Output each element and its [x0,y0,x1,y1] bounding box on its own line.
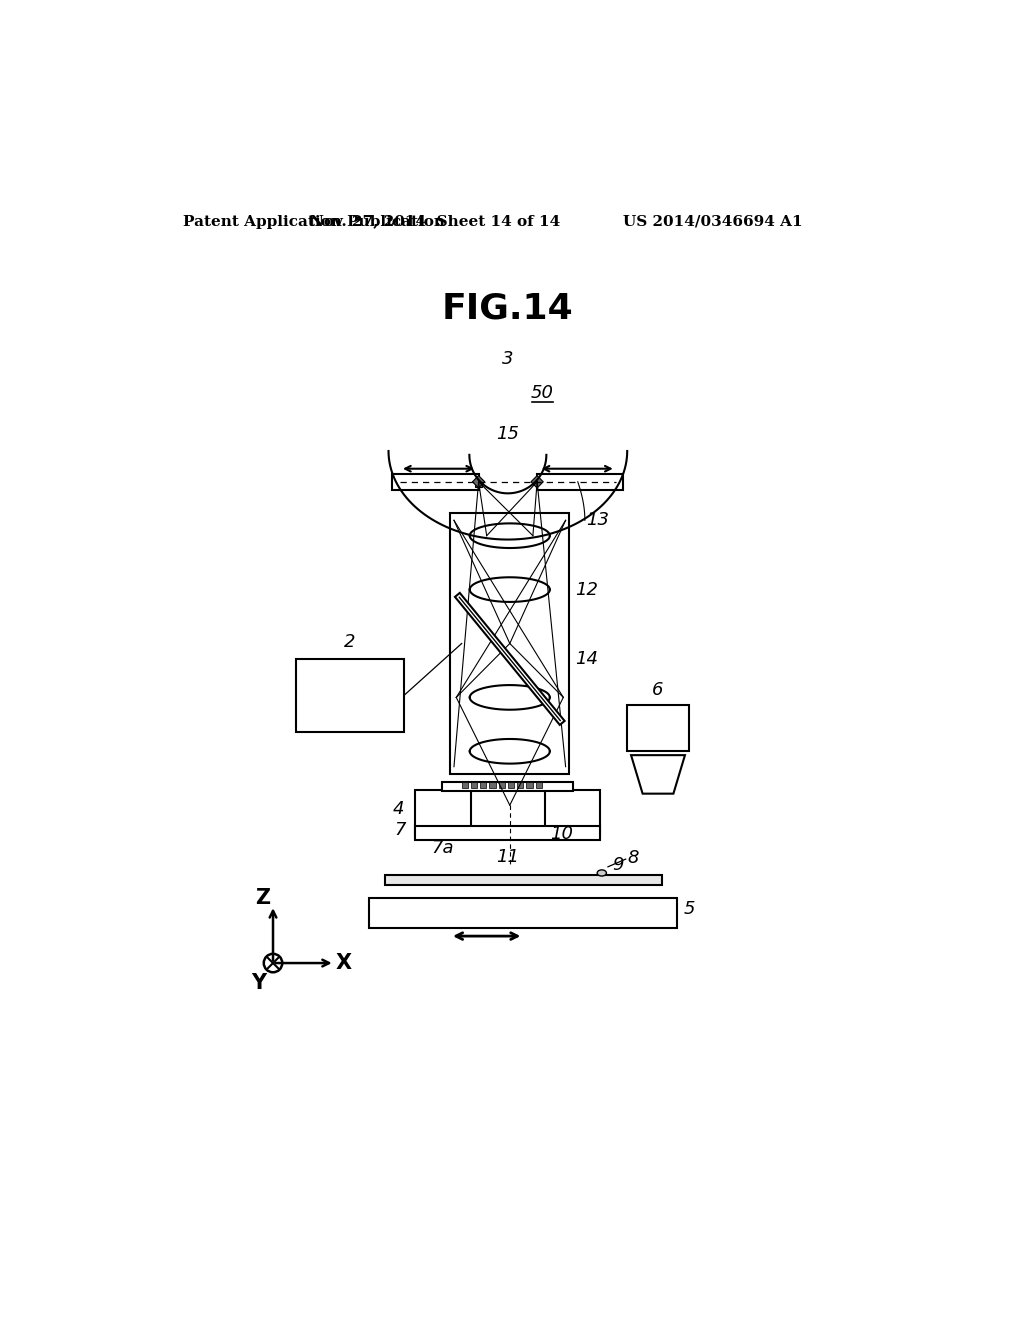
Bar [442,781,573,792]
Bar [499,781,505,788]
Bar [517,781,523,788]
Ellipse shape [597,870,606,876]
Text: 8: 8 [628,849,639,866]
Bar [526,781,532,788]
Text: 2: 2 [344,634,355,651]
Bar [536,781,542,788]
Text: 7a: 7a [431,838,454,857]
Bar [538,474,624,490]
Polygon shape [472,475,484,488]
Text: 15: 15 [497,425,519,444]
Polygon shape [631,755,685,793]
Bar [628,705,689,751]
Text: 7: 7 [394,821,407,838]
Bar [471,781,477,788]
Bar [385,875,662,886]
Text: 14: 14 [575,649,599,668]
Text: Nov. 27, 2014  Sheet 14 of 14: Nov. 27, 2014 Sheet 14 of 14 [309,215,560,228]
Circle shape [264,954,283,973]
Bar [416,789,471,836]
Text: FIG.14: FIG.14 [442,292,573,326]
Bar [451,512,569,775]
Bar [508,781,514,788]
Text: 3: 3 [502,350,514,367]
Text: 4: 4 [392,800,403,818]
Bar [392,474,478,490]
Text: 13: 13 [587,511,609,529]
Bar [296,659,403,733]
FancyBboxPatch shape [475,479,482,487]
Bar [462,781,468,788]
Bar [545,789,600,836]
Text: Patent Application Publication: Patent Application Publication [183,215,444,228]
Bar [480,781,486,788]
Text: Y: Y [252,973,266,993]
Bar [416,826,600,840]
Text: 5: 5 [683,900,695,919]
Text: X: X [336,953,352,973]
Bar [489,781,496,788]
Text: Z: Z [255,887,269,908]
Text: 12: 12 [575,581,599,598]
Text: 50: 50 [531,384,554,403]
Text: 11: 11 [497,847,519,866]
Text: US 2014/0346694 A1: US 2014/0346694 A1 [624,215,803,228]
Text: 10: 10 [550,825,573,842]
Bar [370,898,677,928]
Text: 9: 9 [611,857,624,874]
Text: 6: 6 [652,681,664,698]
Polygon shape [531,475,544,488]
